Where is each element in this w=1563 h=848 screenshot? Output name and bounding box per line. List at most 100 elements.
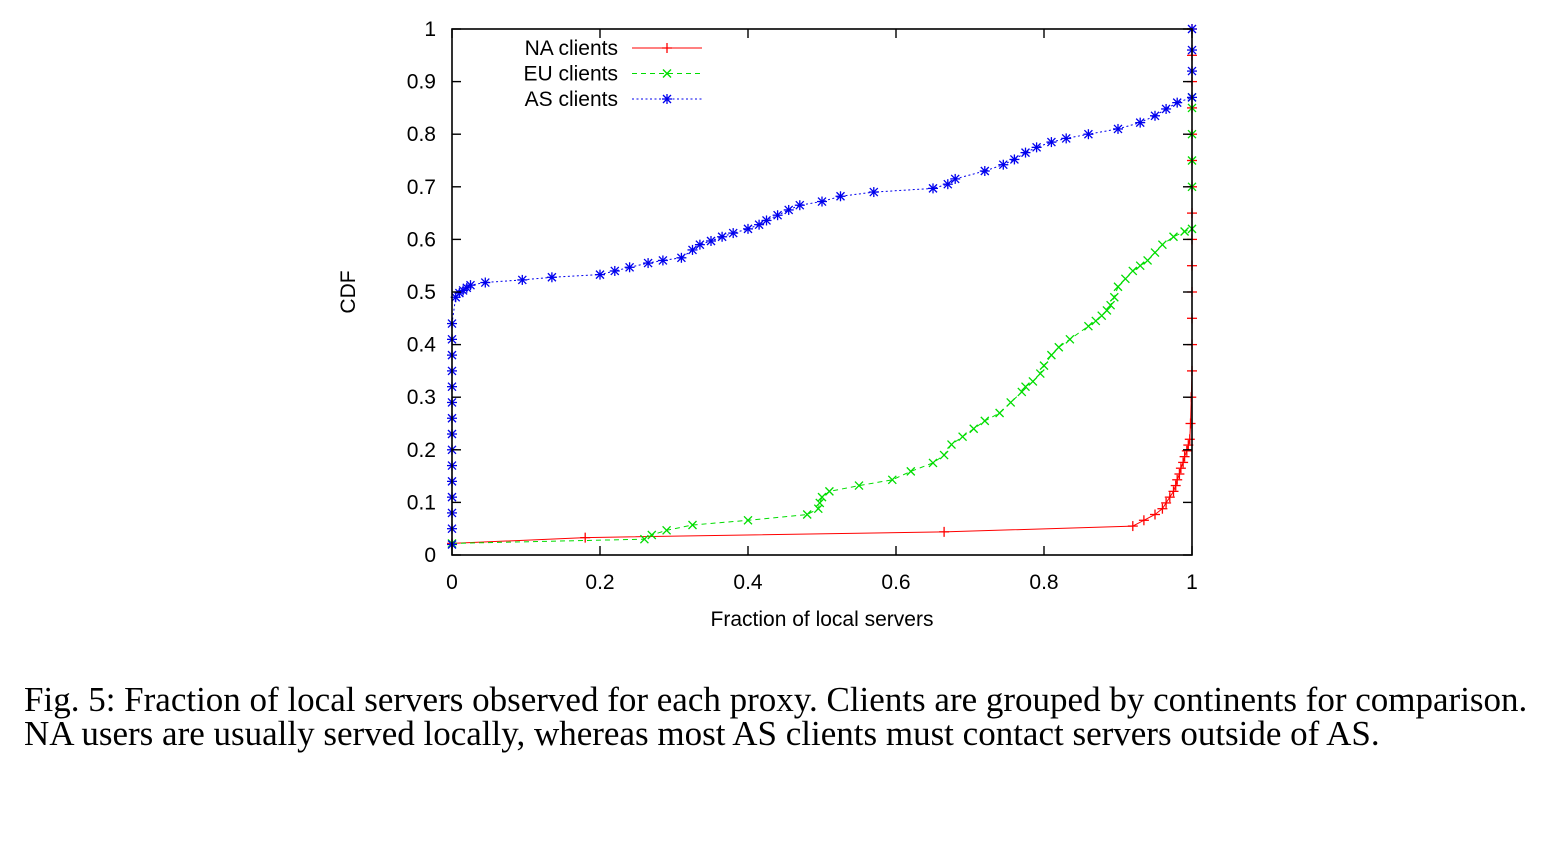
- star-point: [1113, 123, 1123, 134]
- star-point: [868, 187, 879, 198]
- legend-item: NA clients: [525, 37, 702, 60]
- y-tick-label: 0.1: [407, 491, 436, 514]
- cross-point: [995, 408, 1005, 418]
- star-point: [517, 274, 528, 285]
- cross-point: [743, 515, 753, 525]
- cross-point: [1083, 321, 1093, 331]
- star-point: [772, 210, 783, 221]
- star-point: [998, 159, 1009, 170]
- cross-point: [662, 525, 672, 535]
- plus-point: [1181, 445, 1192, 456]
- plus-point: [1185, 418, 1196, 429]
- plus-point: [1127, 521, 1138, 532]
- star-point: [643, 258, 654, 269]
- cross-point: [980, 416, 990, 426]
- legend-marker: [662, 94, 672, 104]
- cross-point: [1106, 300, 1116, 310]
- plus-point: [1174, 468, 1185, 479]
- star-point: [754, 219, 765, 230]
- cross-point: [928, 458, 938, 468]
- star-point: [609, 265, 620, 276]
- legend-label: NA clients: [525, 37, 618, 60]
- x-axis-label: Fraction of local servers: [711, 608, 934, 631]
- cross-point: [939, 450, 949, 460]
- x-tick-label: 0.8: [1029, 571, 1058, 594]
- star-point: [624, 262, 635, 273]
- star-point: [480, 277, 491, 288]
- plus-point: [1161, 497, 1172, 508]
- cross-point: [887, 475, 897, 485]
- y-tick-label: 0.3: [407, 386, 436, 409]
- plus-point: [1168, 486, 1179, 497]
- star-point: [728, 228, 739, 239]
- y-tick-label: 1: [424, 18, 436, 41]
- star-point: [1020, 147, 1031, 158]
- series-layer: [447, 24, 1197, 550]
- plus-point: [1164, 492, 1175, 503]
- cross-point: [854, 481, 864, 491]
- star-point: [928, 183, 938, 194]
- cross-point: [947, 440, 956, 449]
- star-point: [717, 231, 728, 242]
- legend-marker: [662, 43, 672, 53]
- star-point: [950, 173, 961, 184]
- star-point: [743, 223, 753, 234]
- star-point: [761, 215, 772, 226]
- series-eu-clients: [447, 92, 1197, 548]
- cross-point: [1006, 398, 1016, 407]
- star-point: [835, 191, 846, 202]
- star-point: [1150, 110, 1160, 121]
- legend-item: AS clients: [525, 88, 702, 111]
- cross-point: [802, 510, 812, 519]
- cross-point: [1102, 305, 1112, 315]
- star-point: [657, 255, 668, 266]
- plus-point: [1170, 480, 1181, 491]
- cross-point: [647, 530, 657, 540]
- x-tick-label: 0.6: [881, 571, 910, 594]
- cross-point: [1157, 240, 1167, 250]
- cross-point: [1065, 334, 1075, 344]
- cross-point: [958, 432, 968, 442]
- cross-point: [1169, 232, 1178, 242]
- cross-point: [906, 466, 916, 476]
- cross-point: [815, 498, 825, 508]
- star-point: [942, 179, 953, 190]
- x-tick-label: 0.2: [585, 571, 614, 594]
- cross-point: [1046, 350, 1056, 360]
- star-point: [817, 196, 827, 207]
- cross-point: [1150, 248, 1160, 258]
- star-point: [1083, 129, 1094, 140]
- y-axis-label: CDF: [337, 270, 360, 313]
- figure-caption: Fig. 5: Fraction of local servers observ…: [24, 680, 1528, 753]
- cdf-chart: 0 0.2 0.4 0.6 0.8 1 0 0.1 0.2 0.3 0.4 0.5 0.6 0.7 0.8 0…: [337, 18, 1198, 631]
- plus-point: [1178, 457, 1189, 468]
- star-point: [1031, 142, 1042, 153]
- y-tick-label: 0.2: [407, 439, 436, 462]
- cross-point: [1113, 282, 1123, 292]
- star-point: [1061, 133, 1072, 144]
- star-point: [694, 239, 705, 250]
- star-point: [687, 244, 698, 255]
- y-tick-label: 0.8: [407, 123, 436, 146]
- star-point: [676, 252, 687, 263]
- plus-point: [1175, 463, 1186, 474]
- x-tick-label: 0.4: [733, 571, 763, 594]
- cross-point: [1054, 342, 1064, 352]
- legend-label: AS clients: [525, 88, 618, 111]
- star-point: [979, 166, 990, 177]
- cross-point: [1120, 274, 1130, 284]
- cross-point: [639, 534, 649, 544]
- x-tick-label: 1: [1186, 571, 1198, 594]
- y-tick-label: 0.5: [407, 281, 436, 304]
- star-point: [1172, 97, 1183, 108]
- plus-point: [1179, 451, 1190, 462]
- plus-point: [1184, 434, 1195, 445]
- star-point: [794, 200, 805, 211]
- plus-point: [939, 526, 950, 537]
- cross-point: [1143, 255, 1153, 265]
- plus-point: [1138, 515, 1149, 526]
- cross-point: [1028, 376, 1038, 386]
- legend-item: EU clients: [523, 63, 702, 86]
- star-point: [1161, 103, 1172, 114]
